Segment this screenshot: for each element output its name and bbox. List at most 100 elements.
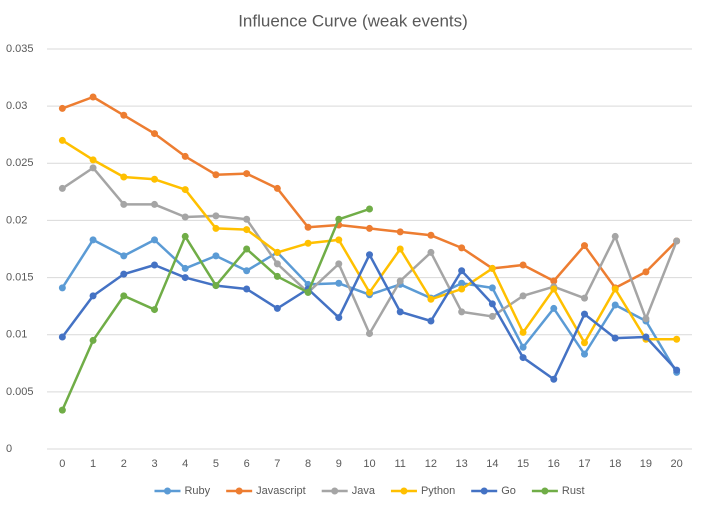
data-point [304,223,312,231]
data-point [243,215,251,223]
x-tick-label: 12 [425,458,437,470]
data-point [89,292,97,300]
legend-marker [541,487,549,495]
x-tick-label: 18 [609,458,621,470]
data-point [488,264,496,272]
data-point [581,294,588,302]
data-point [581,350,588,358]
data-point [89,93,97,101]
data-point [519,354,527,362]
data-point [120,173,128,181]
data-point [181,152,189,160]
x-tick-label: 11 [395,458,406,470]
data-point [550,304,558,312]
data-point [335,236,343,244]
data-point [366,251,373,259]
data-point [488,300,496,308]
data-point [212,252,220,260]
data-point [458,267,466,275]
data-point [427,295,435,303]
data-point [396,308,404,316]
x-tick-label: 0 [59,458,65,470]
data-point [488,284,496,292]
data-point [151,261,158,269]
legend-label: Javascript [256,485,306,497]
chart-title: Influence Curve (weak events) [238,11,468,30]
legend-label: Python [421,485,455,497]
data-point [581,242,588,250]
data-point [458,244,466,252]
data-point [151,200,158,208]
data-point [427,317,435,325]
data-point [212,212,220,220]
y-tick-label: 0 [6,443,12,455]
legend-marker [480,487,488,495]
data-point [642,333,650,341]
data-point [396,245,404,253]
y-tick-label: 0.01 [6,329,27,341]
data-point [120,270,128,278]
data-point [581,310,588,318]
data-point [58,104,66,112]
data-point [427,248,435,256]
x-tick-label: 1 [90,458,96,470]
legend-label: Ruby [184,485,210,497]
data-point [273,260,281,268]
x-tick-label: 16 [548,458,560,470]
data-point [89,156,97,164]
data-point [611,232,619,240]
x-tick-label: 15 [517,458,529,470]
data-point [151,130,158,138]
data-point [366,330,373,338]
y-tick-label: 0.035 [6,43,34,55]
y-tick-label: 0.03 [6,100,27,112]
data-point [642,315,650,323]
data-point [581,339,588,347]
data-point [89,336,97,344]
x-tick-label: 5 [213,458,219,470]
data-point [550,285,558,293]
x-tick-label: 6 [244,458,250,470]
y-tick-label: 0.025 [6,157,34,169]
data-point [273,272,281,280]
x-tick-label: 14 [486,458,498,470]
x-tick-label: 17 [578,458,590,470]
data-point [181,186,189,194]
x-tick-label: 2 [121,458,127,470]
data-point [243,170,251,178]
data-point [366,224,373,232]
legend-marker [163,487,171,495]
data-point [335,260,343,268]
data-point [335,314,343,322]
x-tick-label: 20 [671,458,683,470]
data-point [519,261,527,269]
legend-label: Go [501,485,516,497]
data-point [396,277,404,285]
data-point [212,224,220,232]
data-point [458,285,466,293]
data-point [243,226,251,234]
data-point [58,184,66,192]
data-point [304,288,312,296]
x-tick-label: 13 [456,458,468,470]
data-point [673,237,681,245]
x-tick-label: 4 [182,458,188,470]
data-point [89,236,97,244]
data-point [58,406,66,414]
data-point [642,268,650,276]
series-line [61,207,370,411]
data-point [181,274,189,282]
data-point [120,111,128,119]
legend: Ruby Javascript Java Python Go Rust [154,485,585,497]
data-point [611,285,619,293]
data-point [120,252,128,260]
data-point [151,236,158,244]
data-point [519,343,527,351]
data-point [396,228,404,236]
data-point [519,292,527,300]
data-point [611,334,619,342]
data-point [458,279,466,287]
series-line [61,95,678,290]
legend-marker [235,487,243,495]
